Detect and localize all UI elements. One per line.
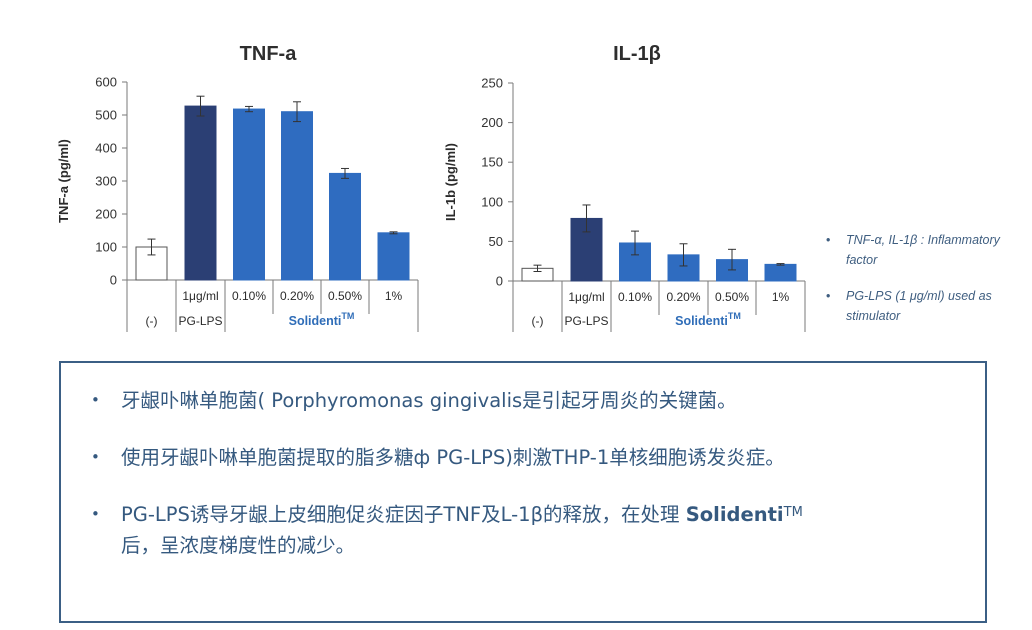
- x-group-label: PG-LPS: [178, 314, 222, 328]
- y-tick-label: 250: [481, 76, 503, 91]
- bar: [233, 108, 265, 281]
- y-tick-label: 500: [95, 108, 117, 123]
- bullet-icon: •: [826, 289, 831, 303]
- summary-item: • 牙龈卟啉单胞菌( Porphyromonas gingivalis是引起牙周…: [91, 385, 945, 416]
- chart-title: TNF-a: [240, 43, 298, 65]
- x-category-label: 1%: [385, 289, 403, 303]
- x-category-label: 0.10%: [232, 289, 266, 303]
- bullet-icon: •: [826, 233, 831, 247]
- summary-text: 牙龈卟啉单胞菌( Porphyromonas gingivalis是引起牙周炎的…: [121, 389, 737, 412]
- trademark-mark: TM: [341, 311, 354, 321]
- summary-box: • 牙龈卟啉单胞菌( Porphyromonas gingivalis是引起牙周…: [59, 361, 987, 623]
- brand-name: Solidenti: [675, 314, 728, 328]
- tnf-a-chart: TNF-a 0 100 200 300 400 500 600 TNF-a (pg/ml) 1μg…: [56, 43, 419, 332]
- y-tick-label: 400: [95, 141, 117, 156]
- x-category-label: 0.20%: [666, 290, 700, 304]
- y-tick-label: 200: [95, 207, 117, 222]
- y-tick-label: 200: [481, 115, 503, 130]
- x-category-label: 0.50%: [328, 289, 362, 303]
- summary-text: PG-LPS诱导牙龈上皮细胞促炎症因子TNF及L-1β的释放，在处理: [121, 503, 680, 526]
- bar: [377, 232, 410, 281]
- summary-list: • 牙龈卟啉单胞菌( Porphyromonas gingivalis是引起牙周…: [61, 363, 985, 561]
- y-tick-label: 0: [110, 273, 117, 288]
- chart-title: IL-1β: [613, 43, 661, 65]
- x-category-label: 0.50%: [715, 290, 749, 304]
- summary-text: 使用牙龈卟啉单胞菌提取的脂多糖ф PG-LPS)刺激THP-1单核细胞诱发炎症。: [121, 446, 785, 469]
- y-tick-label: 0: [496, 274, 503, 289]
- y-axis-label: IL-1b (pg/ml): [443, 143, 458, 221]
- note-text: TNF-α, IL-1β : Inflammatory factor: [846, 233, 1000, 267]
- bar: [764, 263, 797, 282]
- y-tick-label: 300: [95, 174, 117, 189]
- brand-name: Solidenti: [685, 503, 784, 526]
- x-group-label-brand: SolidentiTM: [289, 311, 355, 328]
- summary-item: • 使用牙龈卟啉单胞菌提取的脂多糖ф PG-LPS)刺激THP-1单核细胞诱发炎…: [91, 442, 945, 473]
- y-tick-label: 150: [481, 155, 503, 170]
- y-tick-label: 100: [481, 194, 503, 209]
- trademark-mark: TM: [728, 311, 741, 321]
- y-tick-label: 100: [95, 240, 117, 255]
- note-item: • PG-LPS (1 μg/ml) used as stimulator: [826, 286, 1026, 326]
- x-group-label: (-): [532, 314, 544, 328]
- y-axis-label: TNF-a (pg/ml): [56, 139, 71, 223]
- brand-name: Solidenti: [289, 314, 342, 328]
- bar: [184, 105, 217, 281]
- x-category-label: 0.10%: [618, 290, 652, 304]
- bar: [329, 172, 361, 281]
- x-category-label: 1%: [772, 290, 790, 304]
- x-category-label: 1μg/ml: [568, 290, 604, 304]
- bullet-icon: •: [91, 505, 100, 523]
- notes-list: • TNF-α, IL-1β : Inflammatory factor • P…: [826, 230, 1026, 342]
- bullet-icon: •: [91, 391, 100, 409]
- note-text: PG-LPS (1 μg/ml) used as stimulator: [846, 289, 992, 323]
- x-category-label: 1μg/ml: [182, 289, 218, 303]
- il-1b-chart: IL-1β 0 50 100 150 200 250 IL-1b (pg/ml) 1μg/ml 0…: [443, 43, 806, 332]
- x-group-label: (-): [146, 314, 158, 328]
- bar: [281, 111, 313, 281]
- y-tick-label: 50: [489, 234, 503, 249]
- note-item: • TNF-α, IL-1β : Inflammatory factor: [826, 230, 1026, 270]
- bullet-icon: •: [91, 448, 100, 466]
- x-group-label: PG-LPS: [564, 314, 608, 328]
- summary-item: • PG-LPS诱导牙龈上皮细胞促炎症因子TNF及L-1β的释放，在处理 Sol…: [91, 499, 945, 561]
- x-group-label-brand: SolidentiTM: [675, 311, 741, 328]
- summary-text: 后，呈浓度梯度性的减少。: [121, 534, 356, 557]
- bar: [135, 246, 168, 281]
- y-tick-label: 600: [95, 75, 117, 90]
- trademark-mark: TM: [783, 505, 803, 520]
- x-category-label: 0.20%: [280, 289, 314, 303]
